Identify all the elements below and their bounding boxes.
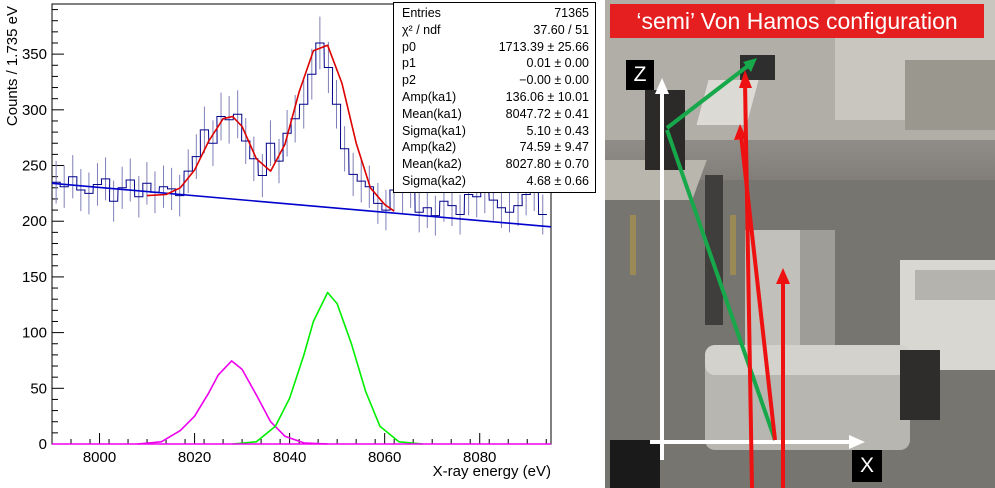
histogram-chart: 8000 8020 8040 8060 8080 0 50 100 150 200 250 300 35… <box>4 3 552 480</box>
stat-row: Amp(ka1) 136.06 ± 10.01 <box>402 89 589 105</box>
stat-value: 8047.72 ± 0.41 <box>505 106 589 121</box>
y-tick-label: 200 <box>22 213 47 230</box>
fit-curve-2 <box>137 360 328 445</box>
stat-row: Amp(ka2) 74.59 ± 9.47 <box>402 139 589 155</box>
setup-photo <box>605 0 995 488</box>
x-tick-label: 8000 <box>83 449 116 466</box>
histogram-panel: 8000 8020 8040 8060 8080 0 50 100 150 200 250 300 35… <box>4 2 596 480</box>
photo-banner-title: ‘semi’ Von Hamos configuration <box>610 4 984 38</box>
stat-name: Entries <box>402 6 441 20</box>
stat-row: p0 1713.39 ± 25.66 <box>402 39 589 55</box>
stat-row: Sigma(ka1) 5.10 ± 0.43 <box>402 123 589 139</box>
stat-name: Amp(ka1) <box>402 90 457 104</box>
stat-row: Mean(ka1) 8047.72 ± 0.41 <box>402 106 589 122</box>
axis-z-label: Z <box>626 60 654 90</box>
fit-curve-1 <box>146 44 395 212</box>
stat-value: 74.59 ± 9.47 <box>519 140 589 155</box>
stat-value: 4.68 ± 0.66 <box>526 174 589 188</box>
stat-name: p1 <box>402 56 416 71</box>
fit-stats-box: Entries 71365 χ² / ndf 37.60 / 51 p0 1713.39 … <box>393 2 596 193</box>
stat-value: 8027.80 ± 0.70 <box>505 157 589 172</box>
y-tick-label: 50 <box>30 380 47 397</box>
x-tick-label: 8020 <box>178 449 211 466</box>
stat-name: Sigma(ka1) <box>402 123 466 138</box>
fit-curve-0 <box>51 182 552 228</box>
axis-x-label: X <box>852 450 882 482</box>
y-tick-label: 250 <box>22 158 47 175</box>
red-ray-2 <box>739 134 777 441</box>
x-tick-label: 8060 <box>368 449 401 466</box>
green-ray-1 <box>665 129 777 441</box>
histogram-bins <box>52 42 547 217</box>
stat-row: Entries 71365 <box>402 5 589 21</box>
stat-value: 136.06 ± 10.01 <box>505 90 589 104</box>
x-axis-label: X-ray energy (eV) <box>433 463 551 480</box>
green-ray-2 <box>665 60 755 130</box>
stat-row: Mean(ka2) 8027.80 ± 0.70 <box>402 156 589 172</box>
stat-name: Mean(ka1) <box>402 106 462 121</box>
stat-value: 37.60 / 51 <box>533 22 589 37</box>
stat-name: χ² / ndf <box>402 22 441 37</box>
stat-value: 71365 <box>554 6 589 20</box>
green-arrowhead <box>743 58 757 72</box>
y-tick-label: 100 <box>22 325 47 342</box>
red-arrowhead-2 <box>734 124 747 140</box>
stat-name: p0 <box>402 39 416 54</box>
red-ray-1 <box>743 81 754 488</box>
stat-row: p1 0.01 ± 0.00 <box>402 55 589 71</box>
y-axis-label: Counts / 1.735 eV <box>4 6 21 126</box>
z-axis-arrowhead <box>655 78 669 94</box>
red-arrowhead-1 <box>739 70 752 88</box>
y-tick-label: 0 <box>39 436 47 453</box>
red-arrowhead-3 <box>776 268 790 284</box>
stat-row: χ² / ndf 37.60 / 51 <box>402 22 589 38</box>
y-tick-label: 150 <box>22 269 47 286</box>
x-tick-label: 8080 <box>463 449 496 466</box>
y-tick-label: 350 <box>22 46 47 63</box>
stat-name: Amp(ka2) <box>402 140 457 155</box>
stat-value: 1713.39 ± 25.66 <box>498 39 589 54</box>
x-tick-label: 8040 <box>273 449 306 466</box>
stat-row: p2 −0.00 ± 0.00 <box>402 72 589 88</box>
stat-value: 5.10 ± 0.43 <box>526 123 589 138</box>
stat-value: −0.00 ± 0.00 <box>519 73 589 88</box>
stat-row: Sigma(ka2) 4.68 ± 0.66 <box>402 173 589 189</box>
photo-drawing <box>605 0 995 488</box>
stat-name: Mean(ka2) <box>402 157 462 172</box>
stat-value: 0.01 ± 0.00 <box>526 56 589 71</box>
y-tick-label: 300 <box>22 102 47 119</box>
x-axis-arrowhead <box>849 435 865 449</box>
stat-name: Sigma(ka2) <box>402 174 466 188</box>
fit-curve-3 <box>232 291 423 445</box>
stat-name: p2 <box>402 73 416 88</box>
